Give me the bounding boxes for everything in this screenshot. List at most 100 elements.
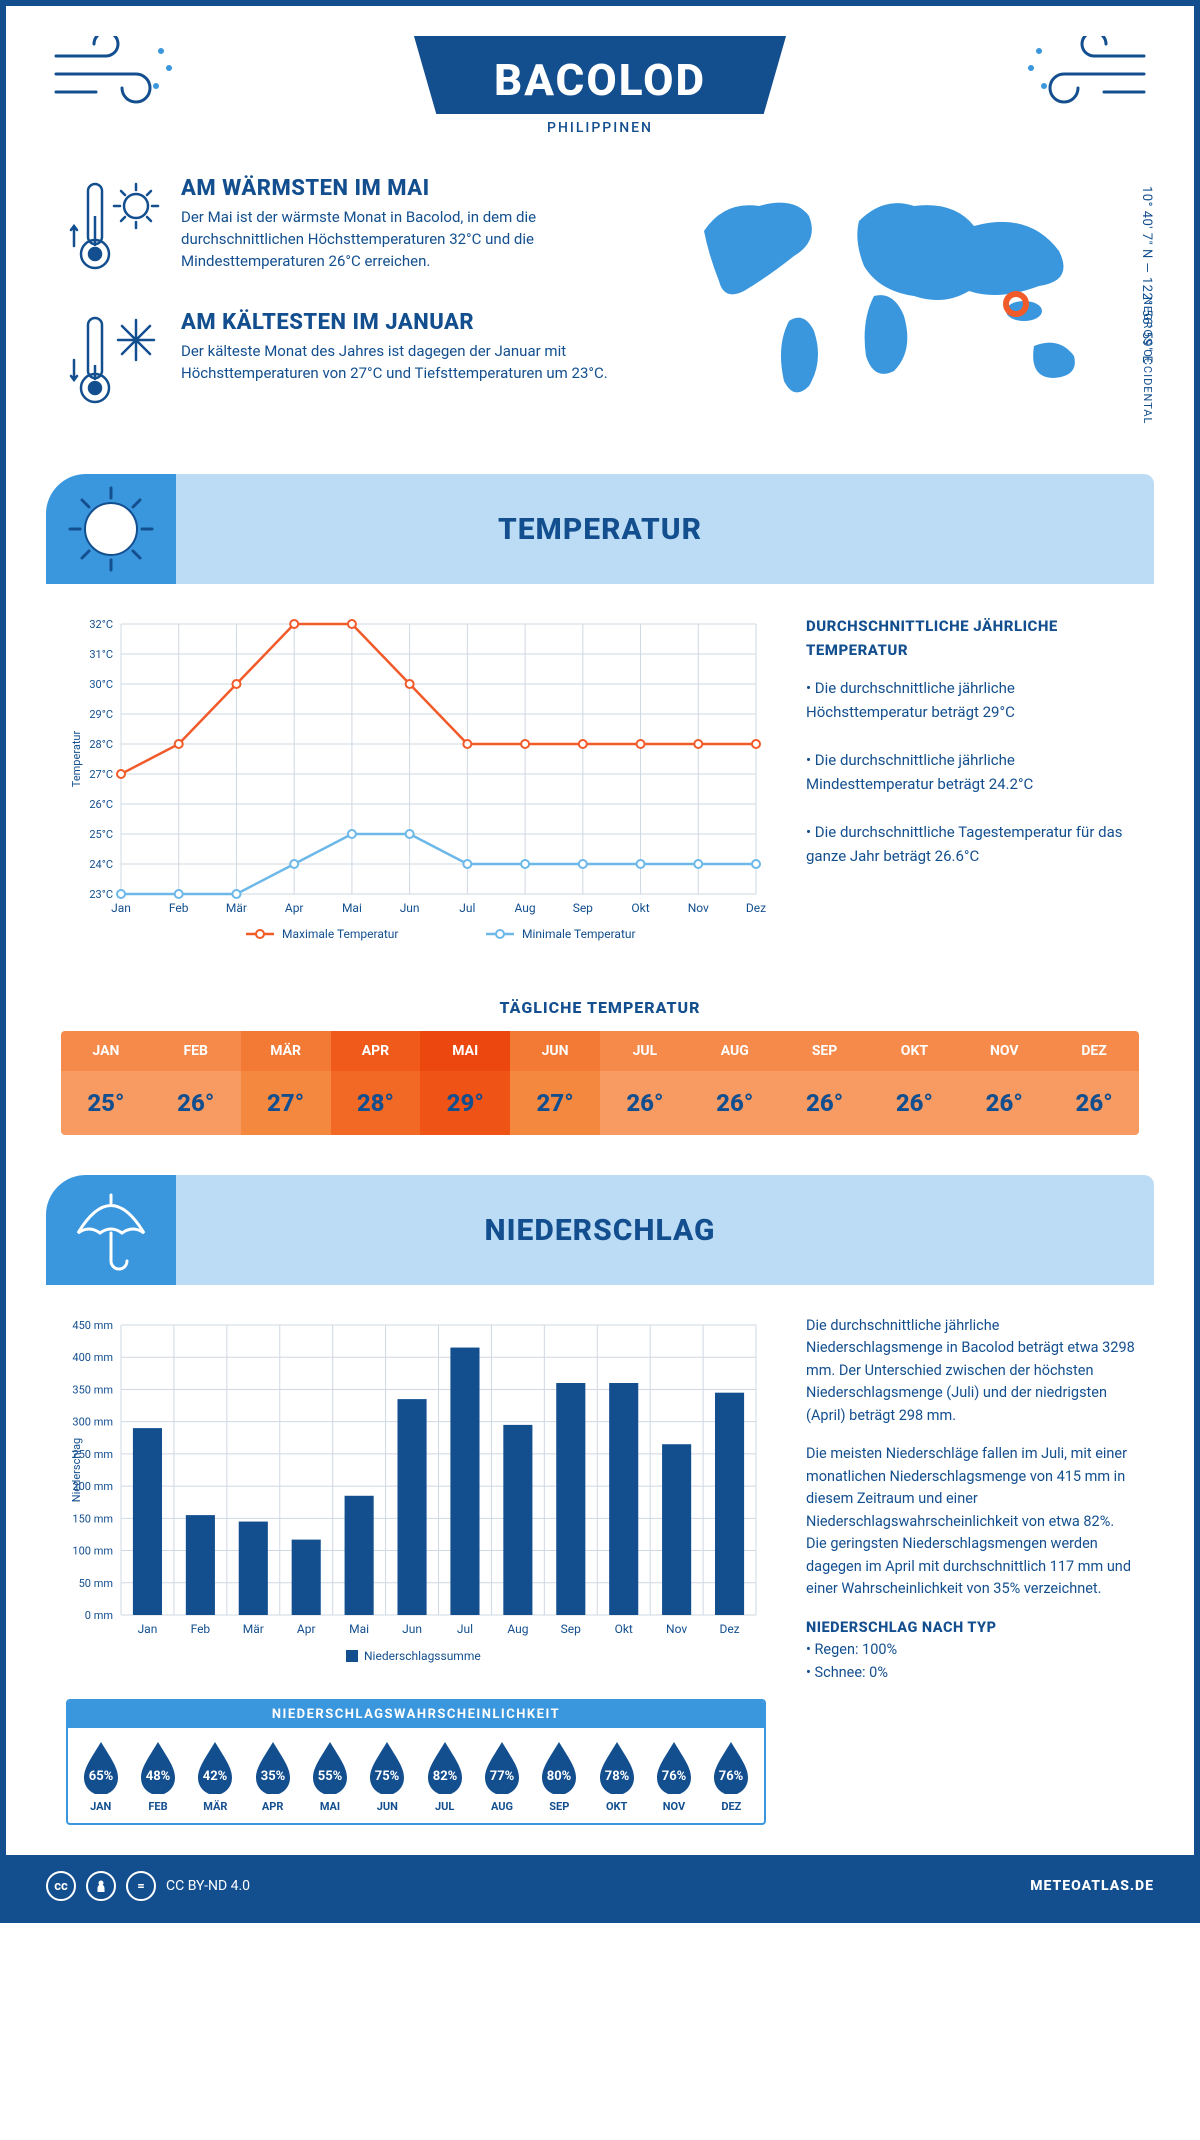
daily-value: 27°	[510, 1071, 600, 1135]
world-map: 10° 40' 7" N — 122° 56' 59" E NEGROS OCC…	[674, 176, 1134, 444]
svg-text:23°C: 23°C	[89, 888, 113, 901]
svg-text:77%: 77%	[490, 1769, 515, 1784]
svg-text:50 mm: 50 mm	[79, 1577, 113, 1590]
prob-drop: 75%JUN	[360, 1738, 415, 1813]
svg-text:0 mm: 0 mm	[85, 1609, 113, 1622]
svg-text:Dez: Dez	[746, 901, 766, 915]
city-title: BACOLOD	[414, 36, 786, 114]
license-text: CC BY-ND 4.0	[166, 1878, 250, 1894]
svg-text:Jul: Jul	[459, 901, 475, 915]
cc-icon: cc	[46, 1871, 76, 1901]
prob-drop: 55%MAI	[302, 1738, 357, 1813]
svg-text:100 mm: 100 mm	[72, 1545, 113, 1558]
svg-text:28°C: 28°C	[89, 738, 113, 751]
svg-text:Sep: Sep	[561, 1622, 581, 1636]
svg-text:48%: 48%	[146, 1769, 171, 1784]
stats-title: DURCHSCHNITTLICHE JÄHRLICHE TEMPERATUR	[806, 614, 1136, 662]
nd-icon: =	[126, 1871, 156, 1901]
thermometer-hot-icon	[66, 176, 161, 280]
section-title: TEMPERATUR	[498, 512, 702, 547]
precip-type-title: NIEDERSCHLAG NACH TYP	[806, 1617, 1136, 1639]
svg-text:65%: 65%	[88, 1769, 113, 1784]
umbrella-icon	[46, 1175, 176, 1285]
prob-drop: 35%APR	[245, 1738, 300, 1813]
daily-month: AUG	[690, 1031, 780, 1071]
svg-text:300 mm: 300 mm	[72, 1416, 113, 1429]
daily-value: 26°	[600, 1071, 690, 1135]
thermometer-cold-icon	[66, 310, 161, 414]
daily-value: 27°	[241, 1071, 331, 1135]
svg-text:Mai: Mai	[342, 901, 362, 915]
svg-text:Temperatur: Temperatur	[70, 731, 83, 788]
daily-month: MÄR	[241, 1031, 331, 1071]
svg-text:Jun: Jun	[400, 901, 420, 915]
svg-text:Mär: Mär	[226, 901, 247, 915]
stat-bullet: • Die durchschnittliche jährliche Höchst…	[806, 676, 1136, 724]
precip-para: Die meisten Niederschläge fallen im Juli…	[806, 1443, 1136, 1600]
precip-probability-panel: NIEDERSCHLAGSWAHRSCHEINLICHKEIT 65%JAN48…	[66, 1699, 766, 1825]
svg-text:32°C: 32°C	[89, 618, 113, 631]
svg-text:450 mm: 450 mm	[72, 1319, 113, 1332]
daily-month: MAI	[420, 1031, 510, 1071]
header: BACOLOD PHILIPPINEN	[6, 6, 1194, 176]
prob-drop: 77%AUG	[474, 1738, 529, 1813]
prob-drop: 80%SEP	[532, 1738, 587, 1813]
daily-value: 28°	[331, 1071, 421, 1135]
svg-text:30°C: 30°C	[89, 678, 113, 691]
svg-text:Sep: Sep	[573, 901, 593, 915]
daily-temp-table: JANFEBMÄRAPRMAIJUNJULAUGSEPOKTNOVDEZ25°2…	[61, 1031, 1139, 1135]
svg-text:350 mm: 350 mm	[72, 1383, 113, 1396]
stat-bullet: • Die durchschnittliche jährliche Mindes…	[806, 748, 1136, 796]
by-icon	[86, 1871, 116, 1901]
precip-para: Die durchschnittliche jährliche Niedersc…	[806, 1315, 1136, 1427]
svg-text:Jun: Jun	[402, 1622, 422, 1636]
svg-text:75%: 75%	[375, 1769, 400, 1784]
svg-text:Apr: Apr	[297, 1622, 316, 1636]
country-label: PHILIPPINEN	[6, 120, 1194, 136]
daily-month: APR	[331, 1031, 421, 1071]
temperature-chart: 23°C24°C25°C26°C27°C28°C29°C30°C31°C32°C…	[66, 614, 766, 958]
svg-text:Okt: Okt	[615, 1622, 633, 1636]
svg-text:150 mm: 150 mm	[72, 1512, 113, 1525]
svg-text:Minimale Temperatur: Minimale Temperatur	[522, 927, 636, 941]
daily-value: 26°	[690, 1071, 780, 1135]
svg-text:Aug: Aug	[507, 1622, 528, 1636]
warmest-text: Der Mai ist der wärmste Monat in Bacolod…	[181, 207, 644, 272]
section-title: NIEDERSCHLAG	[485, 1213, 716, 1248]
daily-month: FEB	[151, 1031, 241, 1071]
prob-drop: 42%MÄR	[188, 1738, 243, 1813]
region-label: NEGROS OCCIDENTAL	[1141, 297, 1154, 424]
prob-title: NIEDERSCHLAGSWAHRSCHEINLICHKEIT	[68, 1701, 764, 1728]
warmest-title: AM WÄRMSTEN IM MAI	[181, 176, 644, 201]
svg-text:26°C: 26°C	[89, 798, 113, 811]
precip-type-bullet: • Schnee: 0%	[806, 1662, 1136, 1684]
daily-month: DEZ	[1049, 1031, 1139, 1071]
svg-text:76%: 76%	[719, 1769, 744, 1784]
svg-text:31°C: 31°C	[89, 648, 113, 661]
prob-drop: 78%OKT	[589, 1738, 644, 1813]
daily-month: JUN	[510, 1031, 600, 1071]
svg-text:Jan: Jan	[138, 1622, 158, 1636]
daily-value: 29°	[420, 1071, 510, 1135]
daily-month: SEP	[780, 1031, 870, 1071]
svg-text:42%: 42%	[203, 1769, 228, 1784]
prob-drop: 76%DEZ	[704, 1738, 759, 1813]
sun-icon	[46, 474, 176, 584]
svg-text:Feb: Feb	[169, 901, 189, 915]
coldest-title: AM KÄLTESTEN IM JANUAR	[181, 310, 644, 335]
coldest-text: Der kälteste Monat des Jahres ist dagege…	[181, 341, 644, 385]
precip-type-bullet: • Regen: 100%	[806, 1639, 1136, 1661]
info-row: AM WÄRMSTEN IM MAI Der Mai ist der wärms…	[6, 176, 1194, 474]
temperature-section-head: TEMPERATUR	[46, 474, 1154, 584]
precip-section-head: NIEDERSCHLAG	[46, 1175, 1154, 1285]
svg-text:Apr: Apr	[285, 901, 304, 915]
wind-icon	[1019, 36, 1149, 110]
svg-text:76%: 76%	[662, 1769, 687, 1784]
svg-text:Mär: Mär	[243, 1622, 264, 1636]
prob-drop: 82%JUL	[417, 1738, 472, 1813]
svg-text:Niederschlag: Niederschlag	[70, 1438, 83, 1502]
svg-text:Dez: Dez	[719, 1622, 739, 1636]
svg-text:Nov: Nov	[688, 901, 709, 915]
svg-text:27°C: 27°C	[89, 768, 113, 781]
daily-month: JAN	[61, 1031, 151, 1071]
